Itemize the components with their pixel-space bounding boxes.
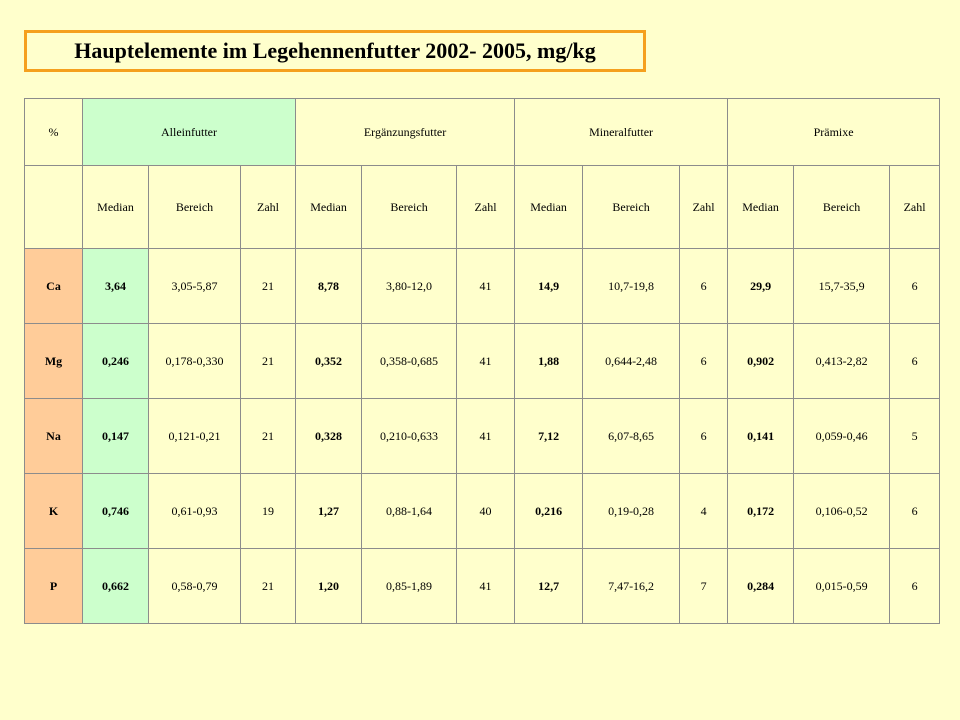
table-row: Na 0,147 0,121-0,21 21 0,328 0,210-0,633 41 7,1… — [24, 398, 941, 474]
cell-zahl: 19 — [239, 473, 297, 549]
cell-bereich: 3,05-5,87 — [148, 248, 241, 324]
cell-zahl: 21 — [239, 323, 297, 399]
cell-bereich: 6,07-8,65 — [582, 398, 681, 474]
cell-zahl: 21 — [239, 398, 297, 474]
cell-zahl: 21 — [239, 248, 297, 324]
cell-zahl: 4 — [679, 473, 729, 549]
cell-bereich: 0,121-0,21 — [148, 398, 241, 474]
empty-subheader-cell — [24, 165, 83, 249]
cell-zahl: 6 — [889, 473, 941, 549]
subheader-row: Median Bereich Zahl Median Bereich Zahl … — [24, 165, 941, 249]
cell-median: 0,662 — [82, 548, 149, 624]
subheader-median: Median — [514, 165, 584, 249]
group-header-praemixe: Prämixe — [727, 98, 941, 166]
subheader-bereich: Bereich — [582, 165, 681, 249]
cell-zahl: 7 — [679, 548, 729, 624]
cell-median: 0,746 — [82, 473, 149, 549]
row-label-mg: Mg — [24, 323, 83, 399]
cell-median: 0,246 — [82, 323, 149, 399]
cell-zahl: 41 — [456, 398, 516, 474]
cell-median: 1,27 — [295, 473, 363, 549]
group-header-row: % Alleinfutter Ergänzungsfutter Mineralf… — [24, 98, 941, 166]
cell-median: 7,12 — [514, 398, 584, 474]
cell-bereich: 15,7-35,9 — [793, 248, 891, 324]
cell-bereich: 0,210-0,633 — [361, 398, 458, 474]
cell-zahl: 6 — [889, 548, 941, 624]
cell-median: 0,352 — [295, 323, 363, 399]
cell-zahl: 41 — [456, 548, 516, 624]
cell-median: 0,902 — [727, 323, 795, 399]
subheader-zahl: Zahl — [679, 165, 729, 249]
cell-zahl: 6 — [679, 398, 729, 474]
subheader-median: Median — [82, 165, 149, 249]
row-label-p: P — [24, 548, 83, 624]
cell-zahl: 6 — [679, 323, 729, 399]
row-label-ca: Ca — [24, 248, 83, 324]
cell-median: 1,20 — [295, 548, 363, 624]
cell-median: 0,328 — [295, 398, 363, 474]
subheader-zahl: Zahl — [889, 165, 941, 249]
cell-median: 0,216 — [514, 473, 584, 549]
cell-zahl: 6 — [889, 248, 941, 324]
cell-bereich: 0,106-0,52 — [793, 473, 891, 549]
cell-median: 14,9 — [514, 248, 584, 324]
subheader-median: Median — [295, 165, 363, 249]
cell-bereich: 7,47-16,2 — [582, 548, 681, 624]
cell-median: 8,78 — [295, 248, 363, 324]
subheader-zahl: Zahl — [456, 165, 516, 249]
cell-zahl: 41 — [456, 323, 516, 399]
cell-median: 12,7 — [514, 548, 584, 624]
cell-zahl: 21 — [239, 548, 297, 624]
group-header-ergaenzungsfutter: Ergänzungsfutter — [295, 98, 516, 166]
cell-bereich: 0,19-0,28 — [582, 473, 681, 549]
cell-median: 0,172 — [727, 473, 795, 549]
cell-median: 0,141 — [727, 398, 795, 474]
cell-bereich: 0,88-1,64 — [361, 473, 458, 549]
table-row: Ca 3,64 3,05-5,87 21 8,78 3,80-12,0 41 14,9 10,7… — [24, 248, 941, 324]
cell-median: 1,88 — [514, 323, 584, 399]
cell-bereich: 10,7-19,8 — [582, 248, 681, 324]
corner-cell: % — [24, 98, 83, 166]
cell-bereich: 0,58-0,79 — [148, 548, 241, 624]
row-label-k: K — [24, 473, 83, 549]
cell-bereich: 3,80-12,0 — [361, 248, 458, 324]
group-header-mineralfutter: Mineralfutter — [514, 98, 729, 166]
cell-median: 0,284 — [727, 548, 795, 624]
data-table: % Alleinfutter Ergänzungsfutter Mineralf… — [24, 98, 941, 624]
cell-bereich: 0,015-0,59 — [793, 548, 891, 624]
subheader-bereich: Bereich — [793, 165, 891, 249]
subheader-bereich: Bereich — [148, 165, 241, 249]
cell-median: 0,147 — [82, 398, 149, 474]
cell-zahl: 5 — [889, 398, 941, 474]
cell-zahl: 6 — [889, 323, 941, 399]
table-row: K 0,746 0,61-0,93 19 1,27 0,88-1,64 40 0,216 0,1… — [24, 473, 941, 549]
subheader-zahl: Zahl — [239, 165, 297, 249]
cell-bereich: 0,358-0,685 — [361, 323, 458, 399]
table-row: P 0,662 0,58-0,79 21 1,20 0,85-1,89 41 12,7 7,47… — [24, 548, 941, 624]
subheader-median: Median — [727, 165, 795, 249]
group-header-alleinfutter: Alleinfutter — [81, 98, 297, 166]
cell-bereich: 0,059-0,46 — [793, 398, 891, 474]
cell-bereich: 0,61-0,93 — [148, 473, 241, 549]
row-label-na: Na — [24, 398, 83, 474]
cell-bereich: 0,85-1,89 — [361, 548, 458, 624]
cell-median: 29,9 — [727, 248, 795, 324]
table-row: Mg 0,246 0,178-0,330 21 0,352 0,358-0,685 41 1,… — [24, 323, 941, 399]
cell-bereich: 0,178-0,330 — [148, 323, 241, 399]
cell-bereich: 0,413-2,82 — [793, 323, 891, 399]
cell-zahl: 40 — [456, 473, 516, 549]
cell-median: 3,64 — [82, 248, 149, 324]
page-title: Hauptelemente im Legehennenfutter 2002- … — [74, 38, 596, 63]
subheader-bereich: Bereich — [361, 165, 458, 249]
title-box: Hauptelemente im Legehennenfutter 2002- … — [24, 30, 646, 72]
cell-zahl: 6 — [679, 248, 729, 324]
cell-zahl: 41 — [456, 248, 516, 324]
cell-bereich: 0,644-2,48 — [582, 323, 681, 399]
